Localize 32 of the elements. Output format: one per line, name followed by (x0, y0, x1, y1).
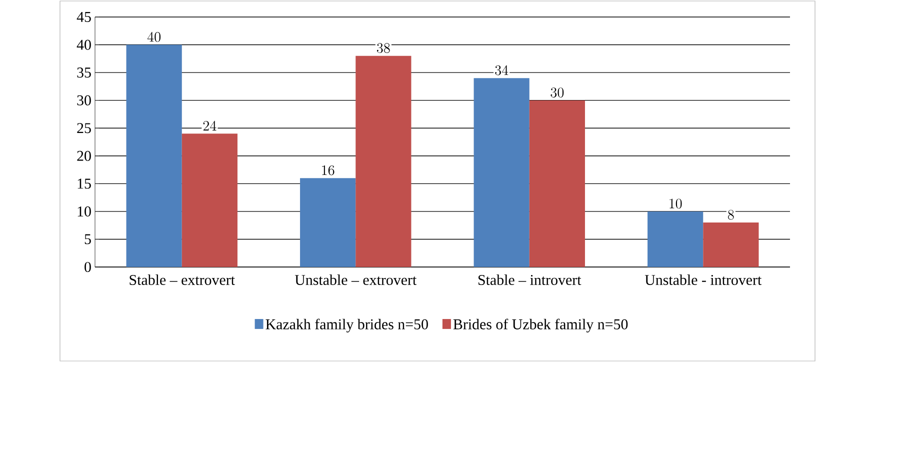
data-label: 34 (495, 65, 508, 76)
data-label: 24 (203, 120, 216, 130)
bar (356, 56, 412, 267)
data-label: 16 (322, 165, 334, 176)
bar (126, 44, 182, 267)
bar (474, 78, 530, 267)
bar (529, 100, 585, 267)
data-label: 10 (670, 198, 682, 209)
y-tick-label: 20 (77, 150, 91, 161)
legend-label: Kazakh family brides n=50 (266, 318, 428, 332)
y-tick-label: 0 (84, 262, 91, 272)
data-label: 30 (550, 88, 564, 98)
y-tick-label: 30 (77, 95, 91, 106)
data-label: 8 (728, 210, 734, 220)
y-tick-label: 25 (77, 123, 91, 134)
y-tick-label: 5 (84, 234, 91, 244)
y-tick-label: 15 (78, 178, 91, 189)
y-tick-label: 45 (76, 12, 91, 22)
x-tick-label: Unstable – extrovert (294, 274, 417, 286)
bar (300, 178, 356, 267)
y-tick-label: 10 (78, 206, 91, 216)
y-tick-label: 40 (76, 40, 91, 50)
legend-label: Brides of Uzbek family n=50 (453, 318, 628, 332)
x-tick-label: Stable – introvert (478, 274, 582, 286)
bar (703, 222, 759, 267)
data-label: 38 (377, 43, 390, 53)
x-tick-label: Stable – extrovert (130, 274, 235, 286)
x-tick-label: Unstable - introvert (644, 274, 762, 286)
bar (648, 211, 704, 267)
data-label: 40 (147, 32, 160, 42)
y-tick-label: 35 (77, 68, 91, 78)
bar (182, 134, 238, 267)
